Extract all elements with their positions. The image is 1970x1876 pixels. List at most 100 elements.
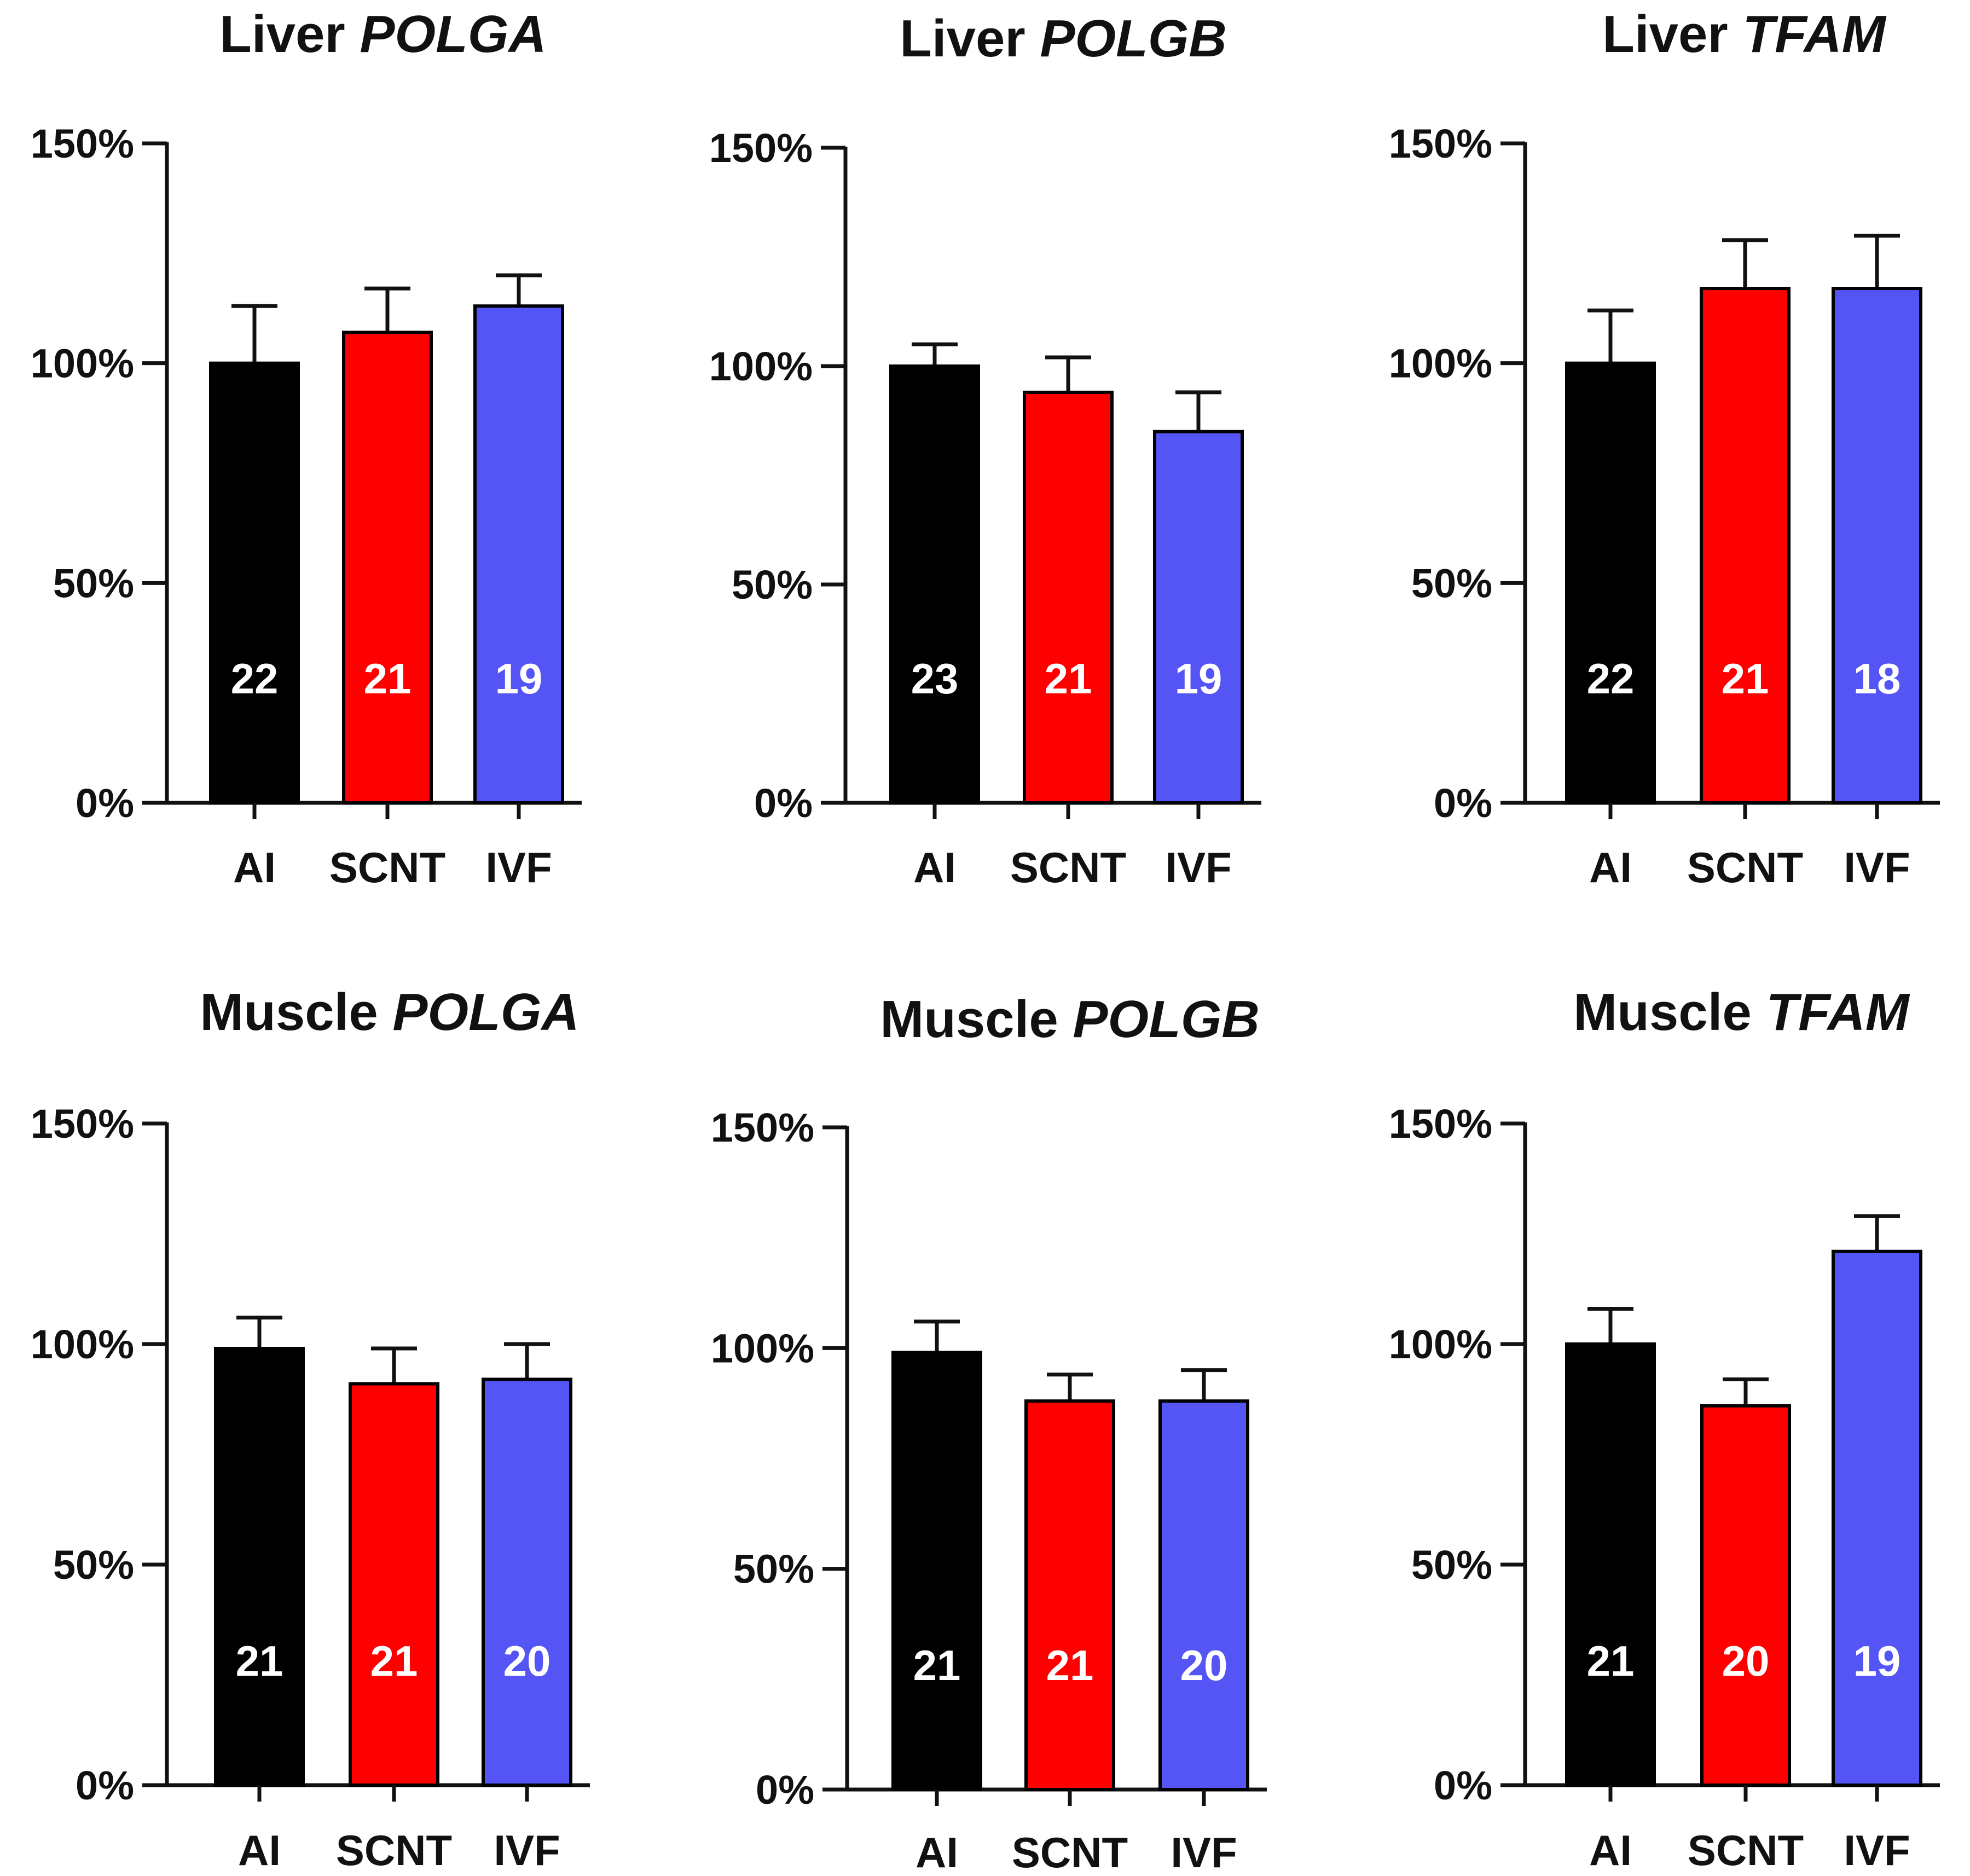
y-tick-label: 0% [756, 1767, 814, 1813]
category-label: IVF [1844, 1826, 1910, 1874]
n-label: 20 [1722, 1637, 1770, 1685]
chart-title-tissue: Muscle [1573, 983, 1766, 1041]
n-label: 20 [1180, 1641, 1228, 1689]
chart-title-gene: TFAM [1766, 983, 1910, 1041]
y-tick-label: 100% [711, 1325, 814, 1371]
chart-title-tissue: Liver [900, 9, 1040, 68]
y-tick-label: 0% [1434, 1763, 1492, 1808]
bar-ai [1565, 1342, 1656, 1787]
y-tick-label: 100% [1389, 1322, 1492, 1367]
category-label: IVF [485, 843, 552, 891]
y-tick-label: 100% [709, 344, 813, 389]
bar-ai [891, 1351, 982, 1791]
category-label: AI [1589, 1826, 1632, 1874]
chart-panel-1: Liver POLGA 0% 50% 100% 150% 22 AI 21 SCNT 19 IVF [31, 5, 582, 891]
category-label: SCNT [336, 1826, 452, 1874]
chart-title-gene: POLGB [1040, 9, 1226, 68]
n-label: 21 [370, 1637, 418, 1685]
y-tick-label: 100% [31, 341, 134, 386]
y-tick-label: 0% [1434, 780, 1492, 826]
bar-scnt [342, 331, 433, 804]
y-tick-label: 100% [1389, 341, 1492, 386]
y-tick-label: 150% [1389, 121, 1492, 166]
n-label: 19 [1175, 655, 1222, 703]
n-label: 20 [503, 1637, 551, 1685]
n-label: 23 [911, 655, 959, 703]
n-label: 21 [1046, 1641, 1094, 1689]
bar-scnt [1023, 390, 1114, 804]
chart-title-tissue: Liver [1602, 5, 1742, 63]
y-tick-label: 150% [31, 1101, 134, 1147]
category-label: IVF [1171, 1828, 1237, 1876]
y-tick-label: 50% [1411, 1542, 1492, 1588]
y-tick-label: 150% [711, 1105, 814, 1150]
y-tick-label: 50% [1411, 560, 1492, 606]
n-label: 21 [364, 655, 412, 703]
chart-title: Liver TFAM [1602, 5, 1886, 63]
chart-title-tissue: Muscle [880, 990, 1073, 1049]
chart-title-gene: TFAM [1742, 5, 1886, 63]
n-label: 21 [913, 1641, 961, 1689]
bar-ivf [1832, 1249, 1922, 1787]
n-label: 21 [236, 1637, 283, 1685]
chart-panel-3: Liver TFAM 0% 50% 100% 150% 22 AI 21 SCNT 18 IVF [1389, 5, 1940, 891]
n-label: 21 [1587, 1637, 1635, 1685]
chart-title: Muscle POLGA [200, 983, 579, 1041]
bar-ai [209, 361, 300, 804]
category-label: SCNT [1688, 1826, 1804, 1874]
bar-ivf [1158, 1399, 1249, 1791]
category-label: IVF [494, 1826, 560, 1874]
category-label: SCNT [329, 843, 445, 891]
y-tick-label: 0% [754, 780, 813, 826]
category-label: SCNT [1687, 843, 1803, 891]
y-tick-label: 50% [53, 560, 134, 606]
category-label: AI [913, 843, 956, 891]
chart-panel-4: Muscle POLGA 0% 50% 100% 150% 21 AI 21 SCNT 20 IVF [31, 983, 590, 1874]
bar-ivf [1832, 287, 1922, 804]
n-label: 19 [495, 655, 543, 703]
y-tick-label: 150% [709, 125, 813, 171]
bar-ai [214, 1347, 305, 1787]
chart-title: Muscle TFAM [1573, 983, 1910, 1041]
category-label: SCNT [1012, 1828, 1128, 1876]
bar-scnt [1700, 1404, 1791, 1787]
bar-ivf [473, 304, 564, 804]
bar-ivf [482, 1377, 572, 1787]
chart-title-tissue: Liver [219, 5, 360, 63]
bar-scnt [1700, 287, 1791, 804]
chart-title-gene: POLGB [1073, 990, 1259, 1049]
category-label: IVF [1165, 843, 1231, 891]
n-label: 22 [231, 655, 279, 703]
category-label: IVF [1844, 843, 1910, 891]
category-label: AI [1589, 843, 1632, 891]
chart-title-gene: POLGA [360, 5, 546, 63]
bar-scnt [1024, 1399, 1115, 1791]
chart-panel-2: Liver POLGB 0% 50% 100% 150% 23 AI 21 SCNT 19 IVF [709, 9, 1261, 891]
y-tick-label: 50% [53, 1542, 134, 1588]
chart-title-tissue: Muscle [200, 983, 392, 1041]
chart-title: Liver POLGA [219, 5, 546, 63]
category-label: AI [233, 843, 276, 891]
n-label: 21 [1722, 655, 1769, 703]
chart-panel-5: Muscle POLGB 0% 50% 100% 150% 21 AI 21 SCNT 20 IVF [711, 990, 1267, 1876]
n-label: 18 [1853, 655, 1901, 703]
bar-ivf [1153, 430, 1244, 804]
category-label: AI [238, 1826, 281, 1874]
y-tick-label: 0% [76, 780, 134, 826]
category-label: AI [916, 1828, 958, 1876]
chart-title: Liver POLGB [900, 9, 1226, 68]
n-label: 21 [1045, 655, 1092, 703]
n-label: 22 [1587, 655, 1635, 703]
chart-panel-6: Muscle TFAM 0% 50% 100% 150% 21 AI 20 SCNT 19 IVF [1389, 983, 1940, 1874]
y-tick-label: 0% [76, 1763, 134, 1808]
chart-title-gene: POLGA [392, 983, 579, 1041]
bar-ai [1565, 361, 1656, 804]
y-tick-label: 150% [31, 121, 134, 166]
category-label: SCNT [1010, 843, 1126, 891]
y-tick-label: 150% [1389, 1101, 1492, 1147]
y-tick-label: 50% [733, 1547, 814, 1592]
y-tick-label: 50% [732, 562, 813, 607]
n-label: 19 [1853, 1637, 1901, 1685]
chart-title: Muscle POLGB [880, 990, 1259, 1049]
